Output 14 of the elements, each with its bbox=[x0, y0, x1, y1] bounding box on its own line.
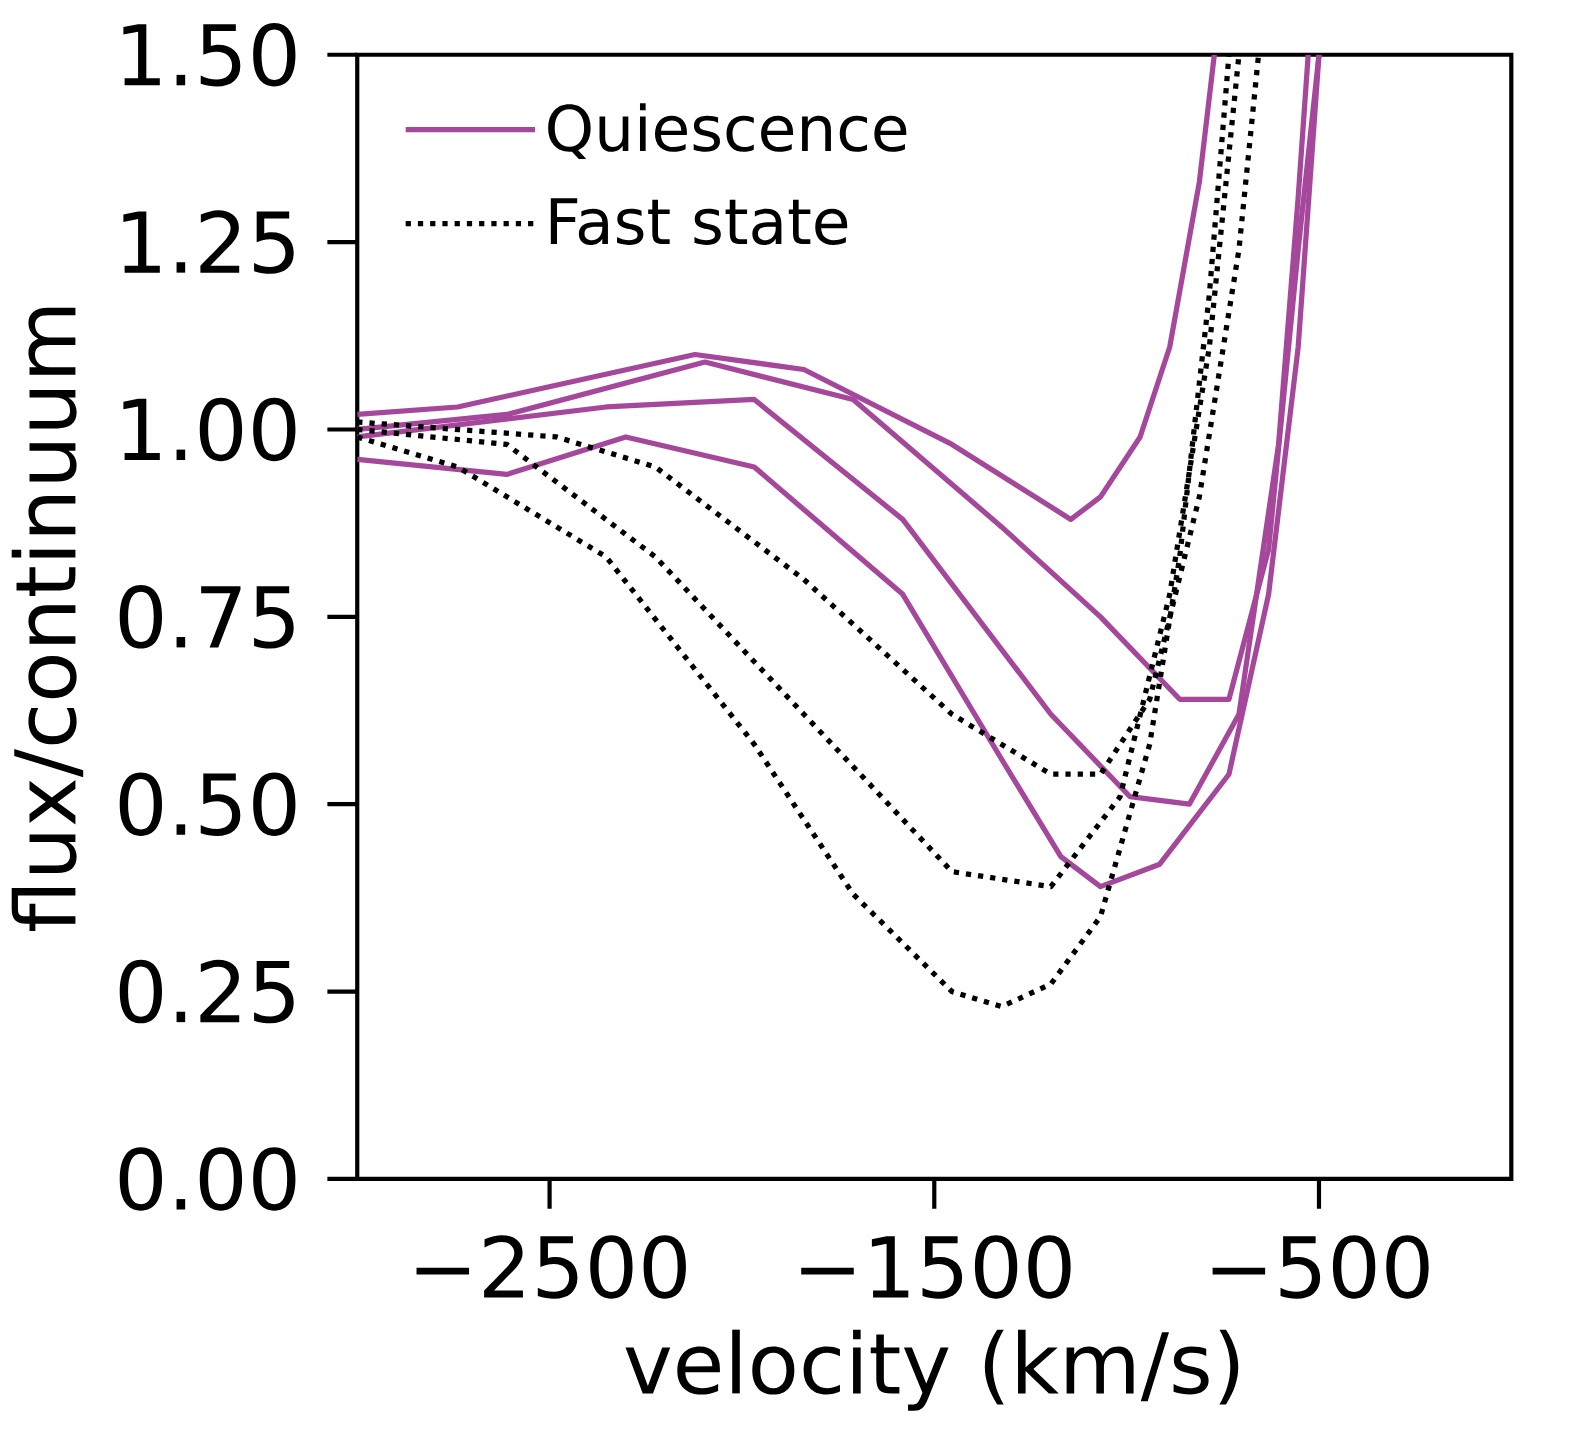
x-tick-label: −1500 bbox=[801, 1235, 1071, 1299]
y-tick-label: 0.00 bbox=[119, 1147, 296, 1211]
x-axis-title: velocity (km/s) bbox=[625, 1329, 1239, 1411]
y-tick-label: 0.75 bbox=[119, 585, 294, 649]
y-tick-label: 1.00 bbox=[123, 397, 296, 462]
y-tick-label: 1.50 bbox=[123, 23, 296, 87]
legend-label: Quiescence bbox=[548, 103, 907, 160]
y-tick-label: 0.25 bbox=[119, 959, 294, 1024]
x-tick-label: −2500 bbox=[416, 1235, 686, 1299]
y-tick-label: 1.25 bbox=[123, 210, 294, 275]
legend-label: Fast state bbox=[550, 198, 848, 246]
y-tick-label: 0.50 bbox=[119, 772, 296, 837]
x-tick-label: −500 bbox=[1212, 1235, 1429, 1299]
y-axis-title: flux/continuum bbox=[11, 307, 84, 932]
